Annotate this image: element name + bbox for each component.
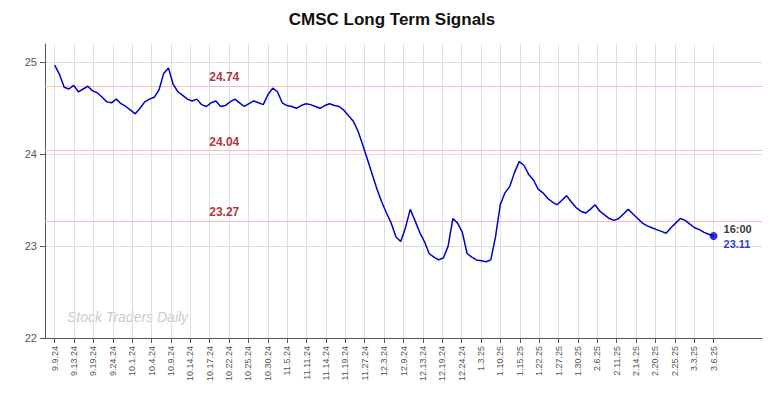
svg-text:10.4.24: 10.4.24	[147, 346, 157, 376]
svg-text:CMSC Long Term Signals: CMSC Long Term Signals	[289, 10, 496, 29]
svg-text:10.9.24: 10.9.24	[166, 346, 176, 376]
svg-text:1.3.25: 1.3.25	[476, 346, 486, 371]
svg-text:2.6.25: 2.6.25	[592, 346, 602, 371]
svg-text:24: 24	[25, 148, 37, 160]
svg-text:2.11.25: 2.11.25	[612, 346, 622, 375]
svg-text:12.19.24: 12.19.24	[437, 346, 447, 381]
svg-text:1.10.25: 1.10.25	[495, 346, 505, 376]
svg-text:12.9.24: 12.9.24	[399, 346, 409, 376]
svg-text:1.30.25: 1.30.25	[573, 346, 583, 376]
svg-text:1.22.25: 1.22.25	[534, 346, 544, 376]
svg-text:3.6.25: 3.6.25	[709, 346, 719, 371]
svg-text:2.14.25: 2.14.25	[631, 346, 641, 376]
svg-text:10.22.24: 10.22.24	[224, 346, 234, 381]
svg-text:9.24.24: 9.24.24	[108, 346, 118, 376]
svg-text:12.3.24: 12.3.24	[379, 346, 389, 376]
svg-text:11.5.24: 11.5.24	[282, 346, 292, 375]
svg-text:23.11: 23.11	[724, 238, 751, 250]
svg-text:10.14.24: 10.14.24	[185, 346, 195, 381]
svg-text:16:00: 16:00	[724, 223, 752, 235]
svg-text:12.13.24: 12.13.24	[418, 346, 428, 381]
svg-text:12.24.24: 12.24.24	[457, 346, 467, 381]
svg-text:23: 23	[25, 240, 37, 252]
svg-text:Stock Traders Daily: Stock Traders Daily	[67, 309, 189, 325]
svg-text:23.27: 23.27	[209, 205, 239, 219]
svg-text:10.1.24: 10.1.24	[127, 346, 137, 376]
svg-text:1.27.25: 1.27.25	[554, 346, 564, 376]
svg-text:25: 25	[25, 56, 37, 68]
svg-text:22: 22	[25, 332, 37, 344]
svg-text:24.74: 24.74	[209, 70, 239, 84]
svg-text:2.20.25: 2.20.25	[650, 346, 660, 376]
svg-text:11.19.24: 11.19.24	[340, 346, 350, 380]
svg-text:11.14.24: 11.14.24	[321, 346, 331, 380]
svg-text:11.27.24: 11.27.24	[360, 346, 370, 380]
svg-text:24.04: 24.04	[209, 135, 239, 149]
svg-text:1.15.25: 1.15.25	[515, 346, 525, 376]
svg-text:10.25.24: 10.25.24	[243, 346, 253, 381]
svg-text:11.11.24: 11.11.24	[302, 346, 312, 380]
svg-text:9.19.24: 9.19.24	[88, 346, 98, 376]
svg-text:9.9.24: 9.9.24	[50, 346, 60, 371]
svg-text:10.30.24: 10.30.24	[263, 346, 273, 381]
svg-text:10.17.24: 10.17.24	[205, 346, 215, 381]
svg-text:2.25.25: 2.25.25	[670, 346, 680, 376]
svg-text:9.13.24: 9.13.24	[69, 346, 79, 376]
svg-text:3.3.25: 3.3.25	[689, 346, 699, 371]
